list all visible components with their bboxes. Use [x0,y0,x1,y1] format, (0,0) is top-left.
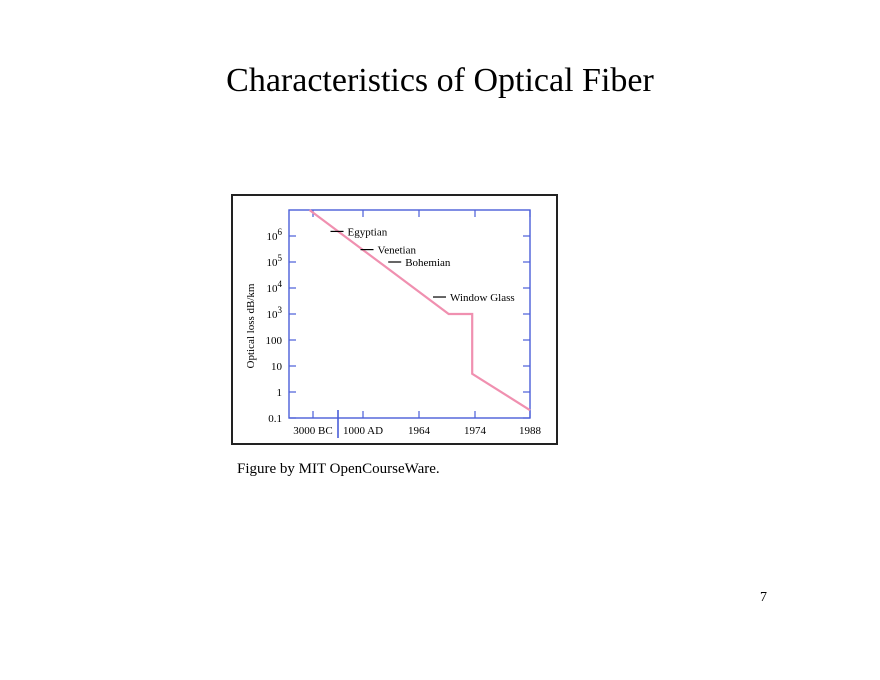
y-tick-label: 100 [266,335,283,347]
slide-title: Characteristics of Optical Fiber [226,62,654,99]
annotation-label: Window Glass [450,292,515,304]
x-tick-label: 1974 [464,425,487,437]
optical-loss-chart: 0.1 1 10 100 103 104 105 106 3000 BC 1000 AD 1964 1… [245,209,542,438]
x-tick-label: 1000 AD [343,425,383,437]
x-tick-label: 3000 BC [293,425,332,437]
y-axis-label: Optical loss dB/km [245,283,257,368]
y-tick-label: 104 [267,279,283,295]
y-tick-label: 106 [267,227,283,243]
y-tick-label: 1 [277,387,283,399]
series-line-optical-loss [308,209,531,412]
annotation-label: Venetian [378,245,417,257]
annotation-label: Bohemian [405,257,451,269]
chart-frame [231,194,558,445]
page-number: 7 [760,590,767,605]
figure-caption: Figure by MIT OpenCourseWare. [237,461,440,477]
y-tick-label: 10 [271,361,283,373]
x-tick-label: 1964 [408,425,431,437]
x-tick-label: 1988 [519,425,542,437]
annotation-label: Egyptian [348,226,388,238]
y-tick-label: 103 [267,305,283,321]
y-tick-label: 0.1 [268,413,282,425]
y-tick-label: 105 [267,253,283,269]
